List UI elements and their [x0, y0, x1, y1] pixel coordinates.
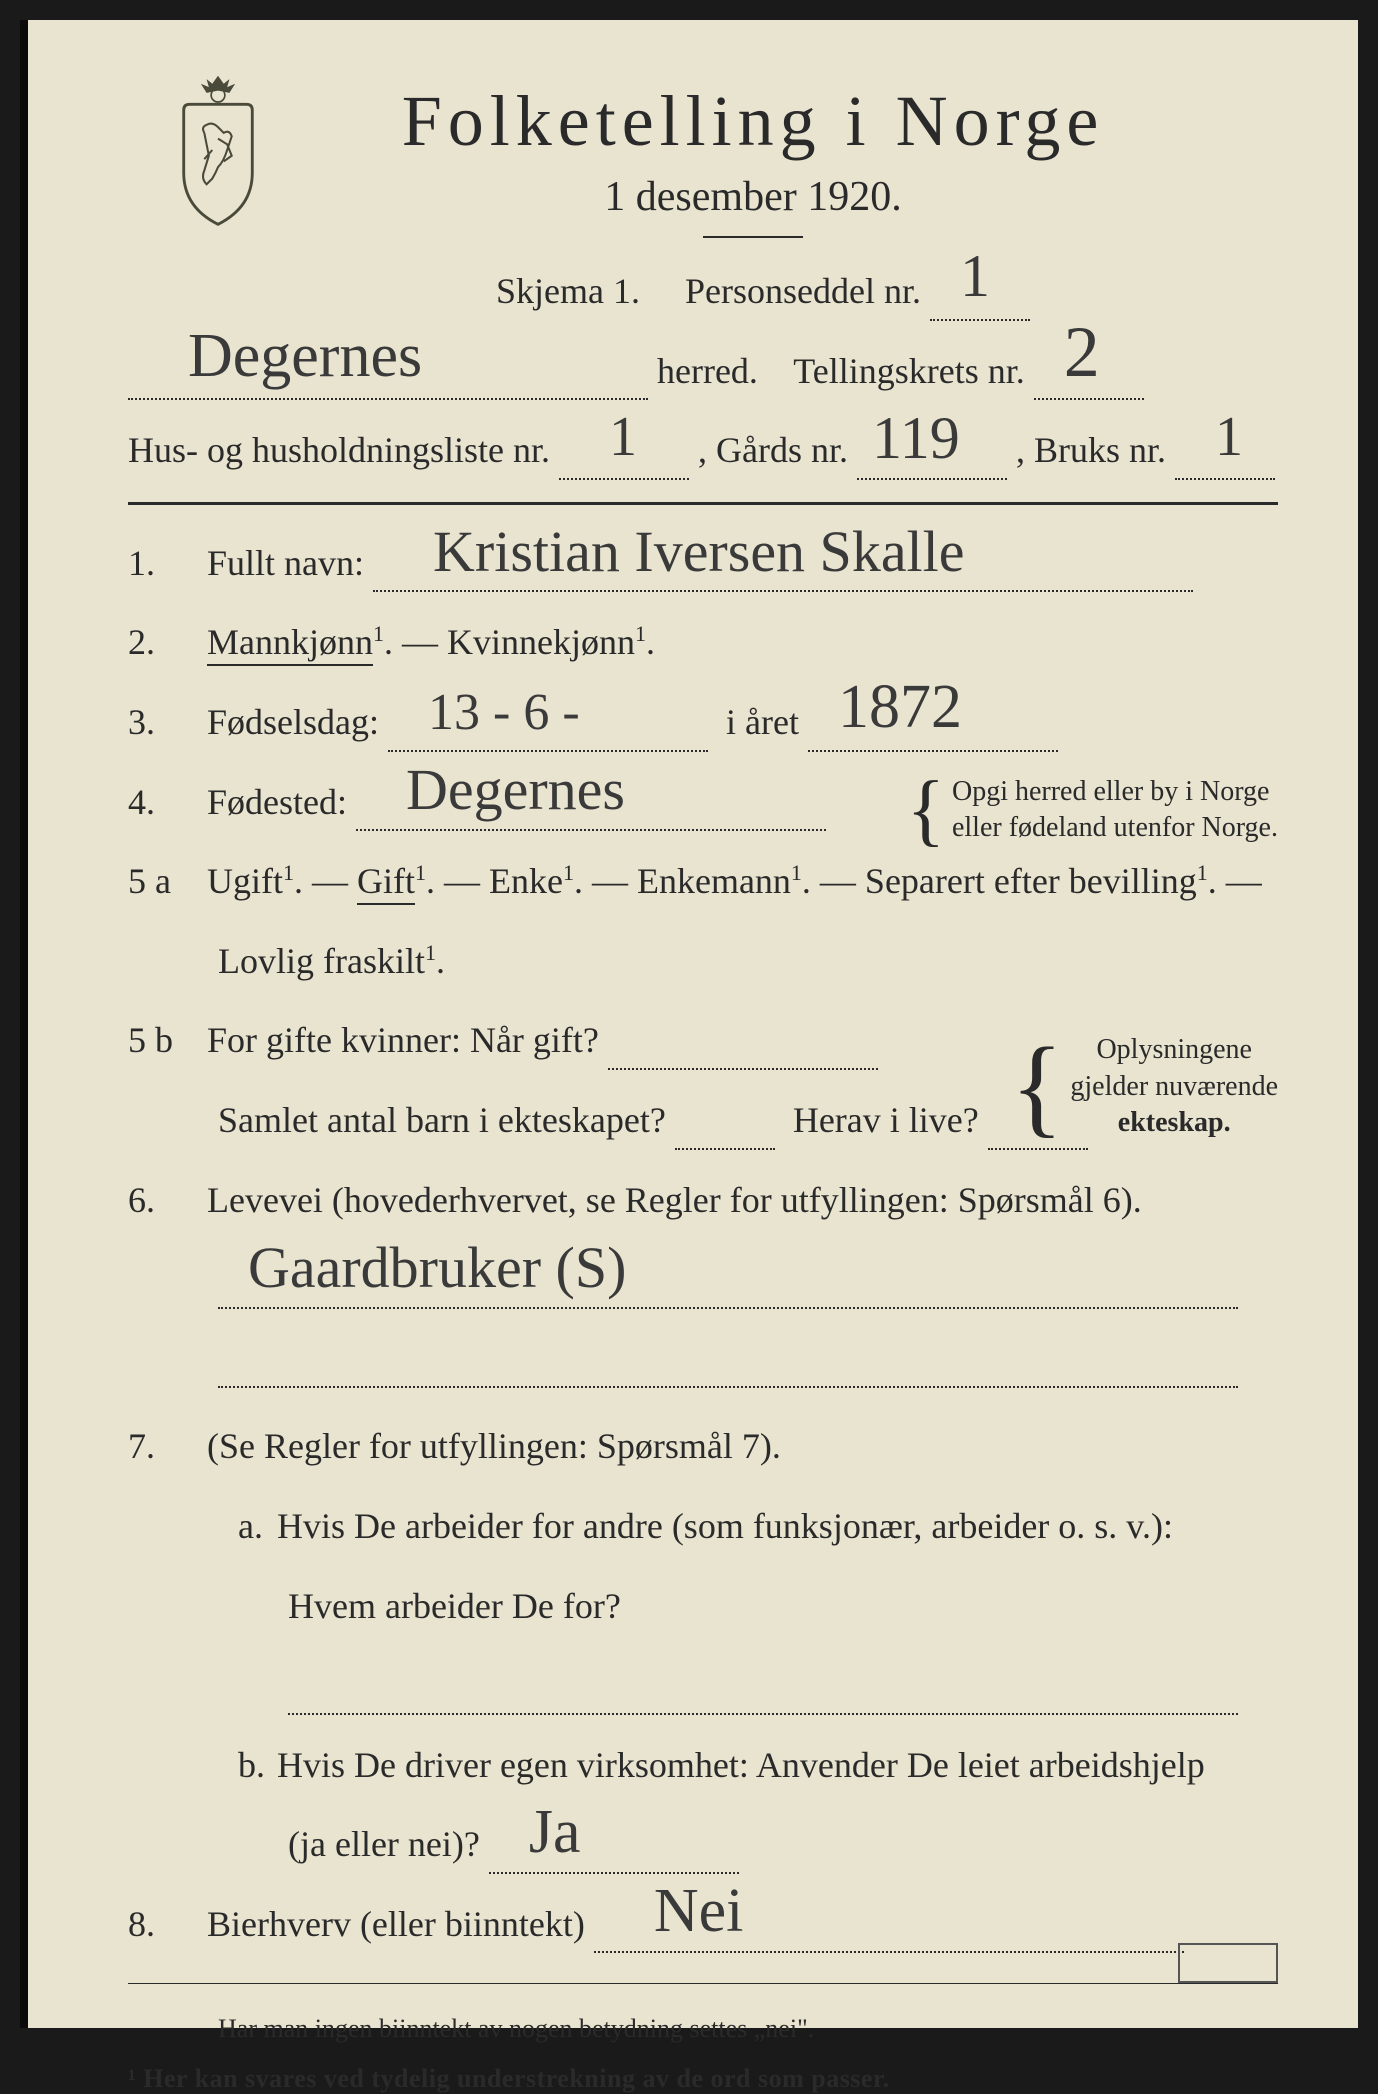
q5a-gift: Gift: [357, 861, 415, 905]
q5b-line2: Samlet antal barn i ekteskapet? Herav i …: [128, 1092, 1278, 1150]
q7-label: (Se Regler for utfyllingen: Spørsmål 7).: [207, 1426, 781, 1466]
q6-value: Gaardbruker (S): [248, 1222, 626, 1315]
q3-line: 3. Fødselsdag: 13 - 6 - i året 1872: [128, 694, 1278, 752]
q6-num: 6.: [128, 1172, 198, 1230]
q7a-blank: [128, 1657, 1278, 1715]
q2-num: 2.: [128, 614, 198, 672]
q4-label: Fødested:: [207, 782, 347, 822]
page-date: 1 desember 1920.: [228, 173, 1278, 221]
q5a-line2: Lovlig fraskilt1.: [128, 933, 1278, 991]
q6-blank-line: [128, 1331, 1278, 1389]
q8-label: Bierhverv (eller biinntekt): [207, 1904, 585, 1944]
q4-value: Degernes: [406, 744, 625, 837]
q1-value: Kristian Iversen Skalle: [433, 506, 965, 599]
q7a-l2: Hvem arbeider De for?: [288, 1586, 621, 1626]
q1-label: Fullt navn:: [207, 543, 364, 583]
q5b-l2a: Samlet antal barn i ekteskapet?: [218, 1100, 666, 1140]
q8-line: 8. Bierhverv (eller biinntekt) Nei: [128, 1896, 1278, 1954]
q7a-line2: Hvem arbeider De for?: [128, 1578, 1278, 1636]
q3-year: 1872: [838, 658, 962, 757]
q2-kvinne: Kvinnekjønn: [447, 622, 635, 662]
q6-value-line: Gaardbruker (S): [128, 1251, 1278, 1309]
q5a-enkemann: Enkemann: [637, 861, 791, 901]
q7a-l1: Hvis De arbeider for andre (som funksjon…: [277, 1506, 1173, 1546]
page-title: Folketelling i Norge: [228, 80, 1278, 163]
q7a-letter: a.: [218, 1498, 268, 1556]
section-rule-1: [128, 502, 1278, 505]
q4-note: { Opgi herred eller by i Norge eller fød…: [907, 774, 1278, 847]
q5b-num: 5 b: [128, 1012, 198, 1070]
q5a-enke: Enke: [489, 861, 563, 901]
personseddel-label: Personseddel nr.: [685, 271, 921, 311]
tellingskrets-nr: 2: [1064, 295, 1100, 410]
q3-label: Fødselsdag:: [207, 702, 379, 742]
q7b-value: Ja: [529, 1783, 581, 1882]
gaards-label: , Gårds nr.: [698, 430, 848, 470]
header: Folketelling i Norge 1 desember 1920.: [128, 80, 1278, 238]
q5b-line1: 5 b For gifte kvinner: Når gift? { Oplys…: [128, 1012, 1278, 1070]
q1-num: 1.: [128, 535, 198, 593]
coat-of-arms-icon: [158, 70, 278, 230]
q7-line: 7. (Se Regler for utfyllingen: Spørsmål …: [128, 1418, 1278, 1476]
footnote-1: Har man ingen biinntekt av nogen betydni…: [128, 2014, 1278, 2044]
q7-num: 7.: [128, 1418, 198, 1476]
document-page: Folketelling i Norge 1 desember 1920. Sk…: [20, 20, 1358, 2028]
q5b-l2b: Herav i live?: [793, 1100, 979, 1140]
q7b-letter: b.: [218, 1737, 268, 1795]
gaards-nr: 119: [872, 390, 960, 486]
skjema-label: Skjema 1.: [496, 271, 640, 311]
q4-num: 4.: [128, 774, 198, 832]
q5a-separert: Separert efter bevilling: [865, 861, 1197, 901]
hus-line: Hus- og husholdningsliste nr. 1 , Gårds …: [128, 422, 1278, 480]
hus-label: Hus- og husholdningsliste nr.: [128, 430, 550, 470]
q5a-num: 5 a: [128, 853, 198, 911]
q2-line: 2. Mannkjønn1. — Kvinnekjønn1.: [128, 614, 1278, 672]
q6-label: Levevei (hovederhvervet, se Regler for u…: [207, 1180, 1142, 1220]
title-rule: [703, 236, 803, 238]
q1-line: 1. Fullt navn: Kristian Iversen Skalle: [128, 535, 1278, 593]
q2-mann: Mannkjønn: [207, 622, 373, 666]
printer-stamp: [1178, 1943, 1278, 1983]
tellingskrets-label: Tellingskrets nr.: [793, 351, 1024, 391]
q5a-lovlig: Lovlig fraskilt: [218, 941, 425, 981]
q3-day: 13 - 6 -: [428, 671, 580, 754]
herred-label: herred.: [657, 351, 758, 391]
q7b-line1: b. Hvis De driver egen virksomhet: Anven…: [128, 1737, 1278, 1795]
herred-name: Degernes: [188, 307, 422, 406]
q8-value: Nei: [654, 1862, 744, 1961]
q5b-l1: For gifte kvinner: Når gift?: [207, 1020, 599, 1060]
q6-line: 6. Levevei (hovederhvervet, se Regler fo…: [128, 1172, 1278, 1230]
hus-nr: 1: [609, 393, 637, 483]
q7a-line1: a. Hvis De arbeider for andre (som funks…: [128, 1498, 1278, 1556]
q7b-l2: (ja eller nei)?: [288, 1824, 480, 1864]
personseddel-nr: 1: [960, 228, 990, 324]
q3-num: 3.: [128, 694, 198, 752]
q7b-l1: Hvis De driver egen virksomhet: Anvender…: [277, 1745, 1205, 1785]
q4-line: 4. Fødested: Degernes { Opgi herred elle…: [128, 774, 1278, 832]
bruks-label: , Bruks nr.: [1016, 430, 1166, 470]
q5a-line: 5 a Ugift1. — Gift1. — Enke1. — Enkemann…: [128, 853, 1278, 911]
q3-year-label: i året: [726, 702, 799, 742]
section-rule-2: [128, 1983, 1278, 1984]
q5a-ugift: Ugift: [207, 861, 283, 901]
footnote-2: ¹ Her kan svares ved tydelig understrekn…: [128, 2064, 1278, 2094]
bruks-nr: 1: [1215, 393, 1243, 483]
herred-line: Degernes herred. Tellingskrets nr. 2: [128, 343, 1278, 401]
q8-num: 8.: [128, 1896, 198, 1954]
